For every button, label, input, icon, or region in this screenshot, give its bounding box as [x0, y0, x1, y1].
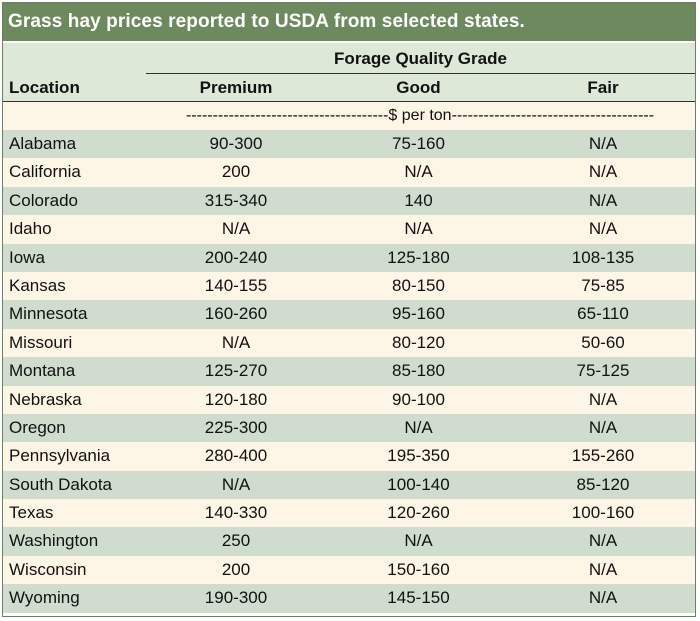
cell-location: Minnesota [9, 304, 88, 324]
cell-location: California [9, 162, 81, 182]
cell-premium: 200-240 [204, 247, 268, 267]
unit-label: --------------------------------------$ … [185, 107, 655, 124]
cell-location: Pennsylvania [9, 446, 111, 466]
cell-premium: 125-270 [204, 361, 268, 381]
cell-fair: 50-60 [581, 332, 625, 352]
cell-premium: 280-400 [204, 446, 268, 466]
cell-fair: 108-135 [571, 247, 635, 267]
unit-row: --------------------------------------$ … [3, 102, 695, 130]
header-divider [3, 101, 695, 102]
cell-premium: 225-300 [204, 417, 268, 437]
cell-location: Missouri [9, 332, 73, 352]
table-row: Washington 250 N/A N/A [3, 527, 695, 556]
cell-fair: N/A [588, 219, 618, 239]
group-header-forage-quality: Forage Quality Grade [334, 49, 507, 68]
cell-premium: 200 [221, 162, 251, 182]
cell-location: Washington [9, 531, 99, 551]
cell-good: 145-150 [387, 588, 450, 608]
cell-fair: N/A [588, 559, 618, 579]
cell-location: Wisconsin [9, 559, 87, 579]
cell-good: N/A [404, 162, 433, 182]
table-row: Idaho N/A N/A N/A [3, 215, 695, 244]
cell-good: 95-160 [392, 304, 445, 324]
cell-premium: N/A [221, 474, 251, 494]
table-row: Pennsylvania 280-400 195-350 155-260 [3, 442, 695, 471]
cell-premium: 160-260 [204, 304, 268, 324]
cell-premium: 140-155 [204, 275, 268, 295]
table-row: South Dakota N/A 100-140 85-120 [3, 470, 695, 500]
cell-good: 120-260 [387, 503, 450, 523]
cell-fair: N/A [588, 417, 618, 437]
cell-fair: 65-110 [577, 304, 629, 324]
cell-location: Idaho [9, 219, 52, 239]
table-row: Wisconsin 200 150-160 N/A [3, 555, 695, 585]
table-row: Montana 125-270 85-180 75-125 [3, 357, 695, 386]
cell-location: Wyoming [9, 588, 80, 608]
cell-good: 85-180 [392, 361, 445, 381]
table-row: Kansas 140-155 80-150 75-85 [3, 271, 695, 301]
cell-premium: 250 [221, 531, 251, 551]
cell-good: N/A [404, 531, 433, 551]
cell-location: Montana [9, 361, 76, 381]
cell-location: Nebraska [9, 389, 82, 409]
table-row: Wyoming 190-300 145-150 N/A [3, 584, 695, 613]
cell-location: South Dakota [9, 474, 113, 494]
table-row: Minnesota 160-260 95-160 65-110 [3, 300, 695, 329]
cell-location: Kansas [9, 275, 66, 295]
cell-good: 90-100 [392, 389, 445, 409]
cell-premium: 140-330 [204, 503, 268, 523]
cell-premium: N/A [221, 219, 251, 239]
table-title: Grass hay prices reported to USDA from s… [3, 3, 695, 43]
cell-location: Iowa [9, 247, 45, 267]
column-header-fair: Fair [587, 78, 619, 97]
cell-good: 100-140 [387, 474, 450, 494]
cell-fair: N/A [588, 389, 618, 409]
cell-good: 75-160 [392, 134, 445, 153]
table-row: Colorado 315-340 140 N/A [3, 186, 695, 216]
group-header-rule [146, 73, 695, 74]
cell-good: 80-150 [392, 275, 445, 295]
cell-fair: N/A [588, 162, 618, 182]
cell-good: 195-350 [387, 446, 450, 466]
cell-fair: 100-160 [571, 503, 635, 523]
cell-good: 125-180 [387, 247, 450, 267]
cell-fair: N/A [588, 531, 618, 551]
table-row: Iowa 200-240 125-180 108-135 [3, 243, 695, 272]
cell-premium: N/A [221, 332, 251, 352]
table-row: Oregon 225-300 N/A N/A [3, 413, 695, 443]
cell-premium: 200 [221, 559, 251, 579]
cell-location: Texas [9, 503, 54, 523]
cell-good: 80-120 [392, 332, 445, 352]
cell-location: Colorado [9, 190, 78, 210]
table-header: Forage Quality Grade Location Premium Go… [3, 43, 695, 101]
cell-fair: 75-125 [576, 361, 630, 381]
table-body: Alabama 90-300 75-160 N/A California 200 N/A N/… [3, 130, 695, 613]
table-row: Texas 140-330 120-260 100-160 [3, 499, 695, 528]
table-row: Missouri N/A 80-120 50-60 [3, 328, 695, 358]
cell-fair: N/A [588, 134, 618, 153]
column-header-premium: Premium [199, 78, 273, 97]
table-row: Alabama 90-300 75-160 N/A [3, 130, 695, 159]
cell-fair: 155-260 [571, 446, 635, 466]
cell-premium: 120-180 [204, 389, 268, 409]
cell-premium: 190-300 [204, 588, 268, 608]
cell-location: Alabama [9, 134, 77, 153]
cell-fair: 85-120 [576, 474, 630, 494]
cell-fair: N/A [588, 190, 618, 210]
cell-fair: N/A [588, 588, 618, 608]
table-row: California 200 N/A N/A [3, 158, 695, 187]
cell-good: N/A [404, 219, 433, 239]
column-header-good: Good [396, 78, 441, 97]
cell-location: Oregon [9, 417, 66, 437]
cell-good: 140 [404, 190, 433, 210]
cell-good: 150-160 [387, 559, 450, 579]
table-row: Nebraska 120-180 90-100 N/A [3, 385, 695, 414]
cell-premium: 315-340 [204, 190, 268, 210]
cell-fair: 75-85 [581, 275, 625, 295]
column-header-location: Location [9, 78, 80, 97]
cell-premium: 90-300 [209, 134, 263, 153]
cell-good: N/A [404, 417, 433, 437]
